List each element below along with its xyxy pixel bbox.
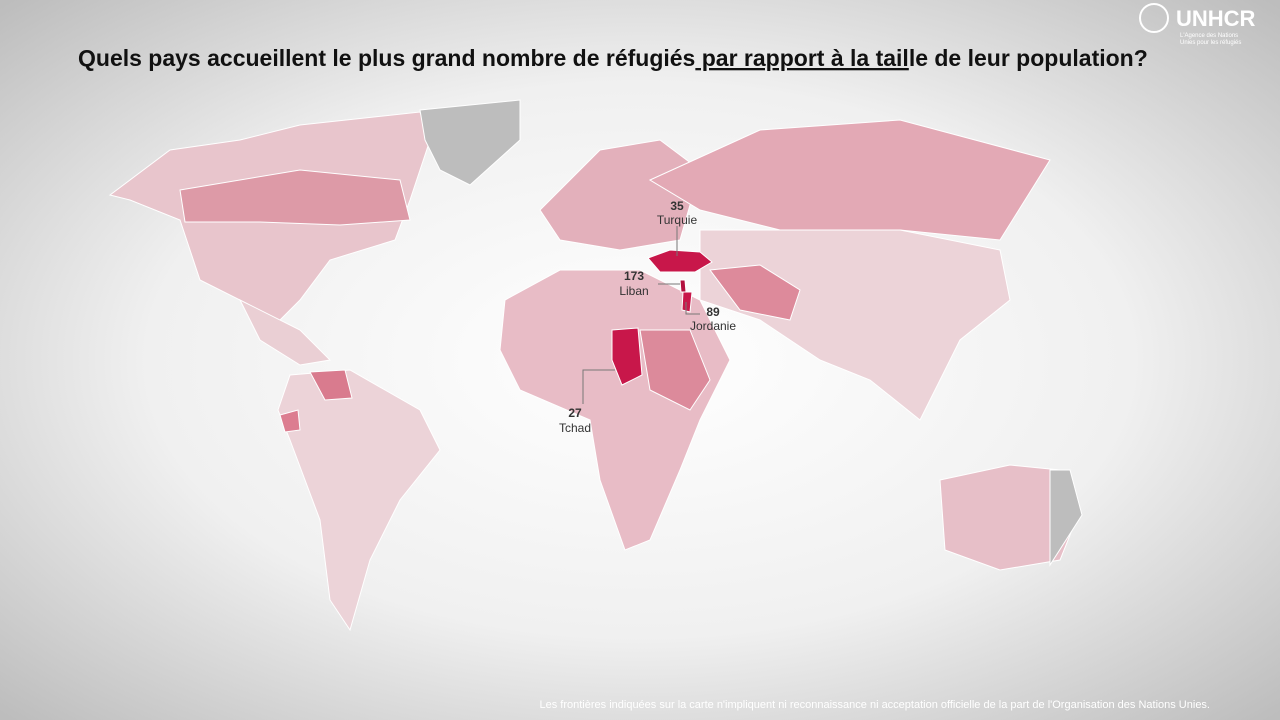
logo-emblem [1139, 3, 1169, 33]
logo-tagline: Unies pour les réfugiés [1180, 40, 1241, 46]
annotation-value: 173 [624, 269, 644, 283]
title-part: le de leur population? [909, 45, 1148, 71]
title-part: Quels pays accueillent le plus grand nom… [78, 45, 695, 71]
turkey [647, 249, 713, 273]
canada [179, 169, 411, 226]
australia-east [1049, 469, 1083, 567]
chad [611, 327, 643, 386]
iran-pakistan [709, 264, 801, 321]
annotation-label: Tchad [559, 421, 591, 435]
leader-line [582, 369, 615, 404]
annotation-label: Turquie [657, 213, 698, 227]
logo-tagline: L'Agence des Nations [1180, 33, 1238, 39]
europe [539, 139, 701, 251]
title-underlined: par rapport à la tail [695, 45, 908, 71]
annotation-value: 35 [670, 199, 684, 213]
russia [648, 119, 1051, 241]
annotation-value: 27 [568, 406, 582, 420]
world-map [108, 99, 1083, 632]
logo-name: UNHCR [1176, 6, 1256, 31]
south-america [277, 369, 441, 632]
central-america [238, 298, 332, 366]
disclaimer: Les frontières indiquées sur la carte n'… [540, 699, 1211, 711]
sudan-region [639, 329, 711, 411]
annotations: 35 Turquie 173 Liban 89 Jordanie 27 Tcha… [559, 199, 736, 435]
jordan [681, 291, 693, 313]
venezuela [309, 369, 353, 401]
annotation-value: 89 [706, 305, 720, 319]
annotation-label: Liban [619, 284, 648, 298]
leader-line [685, 302, 700, 315]
ecuador [279, 409, 301, 433]
lebanon [679, 279, 687, 293]
annotation-label: Jordanie [690, 319, 736, 333]
australia [939, 464, 1081, 571]
title: Quels pays accueillent le plus grand nom… [78, 45, 1148, 71]
greenland [419, 99, 521, 186]
